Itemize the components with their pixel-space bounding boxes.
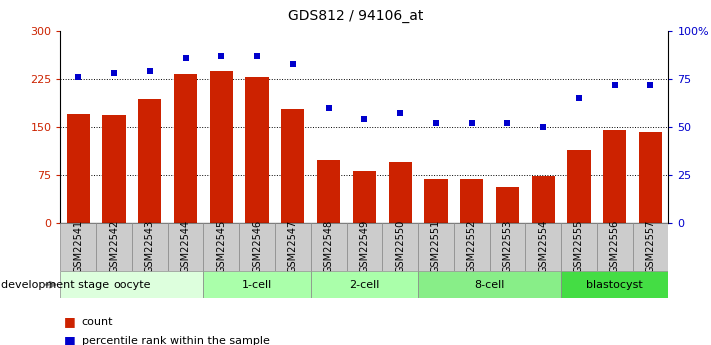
Bar (138, 99, 161, 223)
Text: ■: ■ (64, 334, 76, 345)
Point (358, 116, 370, 122)
Bar (567, 150, 591, 223)
Bar (275, 223, 311, 271)
Bar (102, 115, 126, 223)
Text: GSM22543: GSM22543 (145, 220, 155, 273)
Bar (496, 187, 519, 223)
Text: percentile rank within the sample: percentile rank within the sample (82, 336, 269, 345)
Bar (383, 223, 418, 271)
Bar (418, 223, 454, 271)
Text: 1-cell: 1-cell (242, 280, 272, 289)
Bar (67, 114, 90, 223)
Bar (60, 271, 203, 298)
Point (215, 53, 227, 59)
Bar (561, 271, 668, 298)
Text: GSM22552: GSM22552 (466, 220, 476, 273)
Text: blastocyst: blastocyst (587, 280, 643, 289)
Bar (60, 223, 96, 271)
Point (573, 95, 584, 101)
Point (108, 70, 119, 76)
Text: GDS812 / 94106_at: GDS812 / 94106_at (288, 9, 423, 23)
Text: GSM22557: GSM22557 (646, 220, 656, 273)
Bar (174, 75, 197, 223)
Bar (418, 271, 561, 298)
Point (645, 82, 656, 87)
Text: ■: ■ (64, 315, 76, 328)
Bar (346, 223, 383, 271)
Bar (132, 223, 168, 271)
Bar (454, 223, 490, 271)
Bar (633, 223, 668, 271)
Point (252, 53, 263, 59)
Bar (353, 171, 376, 223)
Text: 8-cell: 8-cell (474, 280, 505, 289)
Point (466, 120, 477, 126)
Point (395, 111, 406, 116)
Bar (639, 132, 662, 223)
Bar (597, 223, 633, 271)
Point (323, 105, 334, 110)
Bar (311, 271, 418, 298)
Text: GSM22544: GSM22544 (181, 220, 191, 273)
Text: GSM22547: GSM22547 (288, 220, 298, 273)
Bar (245, 77, 269, 223)
Text: 2-cell: 2-cell (349, 280, 380, 289)
Bar (388, 162, 412, 223)
Text: GSM22553: GSM22553 (503, 220, 513, 273)
Point (73, 74, 84, 80)
Bar (532, 176, 555, 223)
Text: GSM22554: GSM22554 (538, 220, 548, 273)
Text: GSM22551: GSM22551 (431, 220, 441, 273)
Text: GSM22546: GSM22546 (252, 220, 262, 273)
Bar (282, 109, 304, 223)
Text: GSM22542: GSM22542 (109, 220, 119, 273)
Bar (203, 223, 239, 271)
Bar (239, 223, 275, 271)
Text: GSM22549: GSM22549 (359, 220, 370, 273)
Bar (168, 223, 203, 271)
Bar (424, 179, 447, 223)
Bar (490, 223, 525, 271)
Bar (203, 271, 311, 298)
Point (538, 124, 549, 130)
Point (430, 120, 442, 126)
Bar (311, 223, 346, 271)
Text: GSM22556: GSM22556 (610, 220, 620, 273)
Bar (561, 223, 597, 271)
Text: GSM22548: GSM22548 (324, 220, 333, 273)
Text: GSM22555: GSM22555 (574, 220, 584, 273)
Bar (210, 71, 233, 223)
Point (287, 61, 299, 66)
Text: development stage: development stage (1, 280, 109, 289)
Bar (460, 179, 483, 223)
Bar (317, 160, 341, 223)
Point (502, 120, 513, 126)
Bar (525, 223, 561, 271)
Text: GSM22541: GSM22541 (73, 220, 83, 273)
Bar (96, 223, 132, 271)
Point (144, 69, 156, 74)
Point (609, 82, 621, 87)
Bar (603, 130, 626, 223)
Text: GSM22550: GSM22550 (395, 220, 405, 273)
Text: GSM22545: GSM22545 (216, 220, 226, 273)
Text: oocyte: oocyte (113, 280, 151, 289)
Point (180, 55, 191, 61)
Text: count: count (82, 317, 113, 326)
